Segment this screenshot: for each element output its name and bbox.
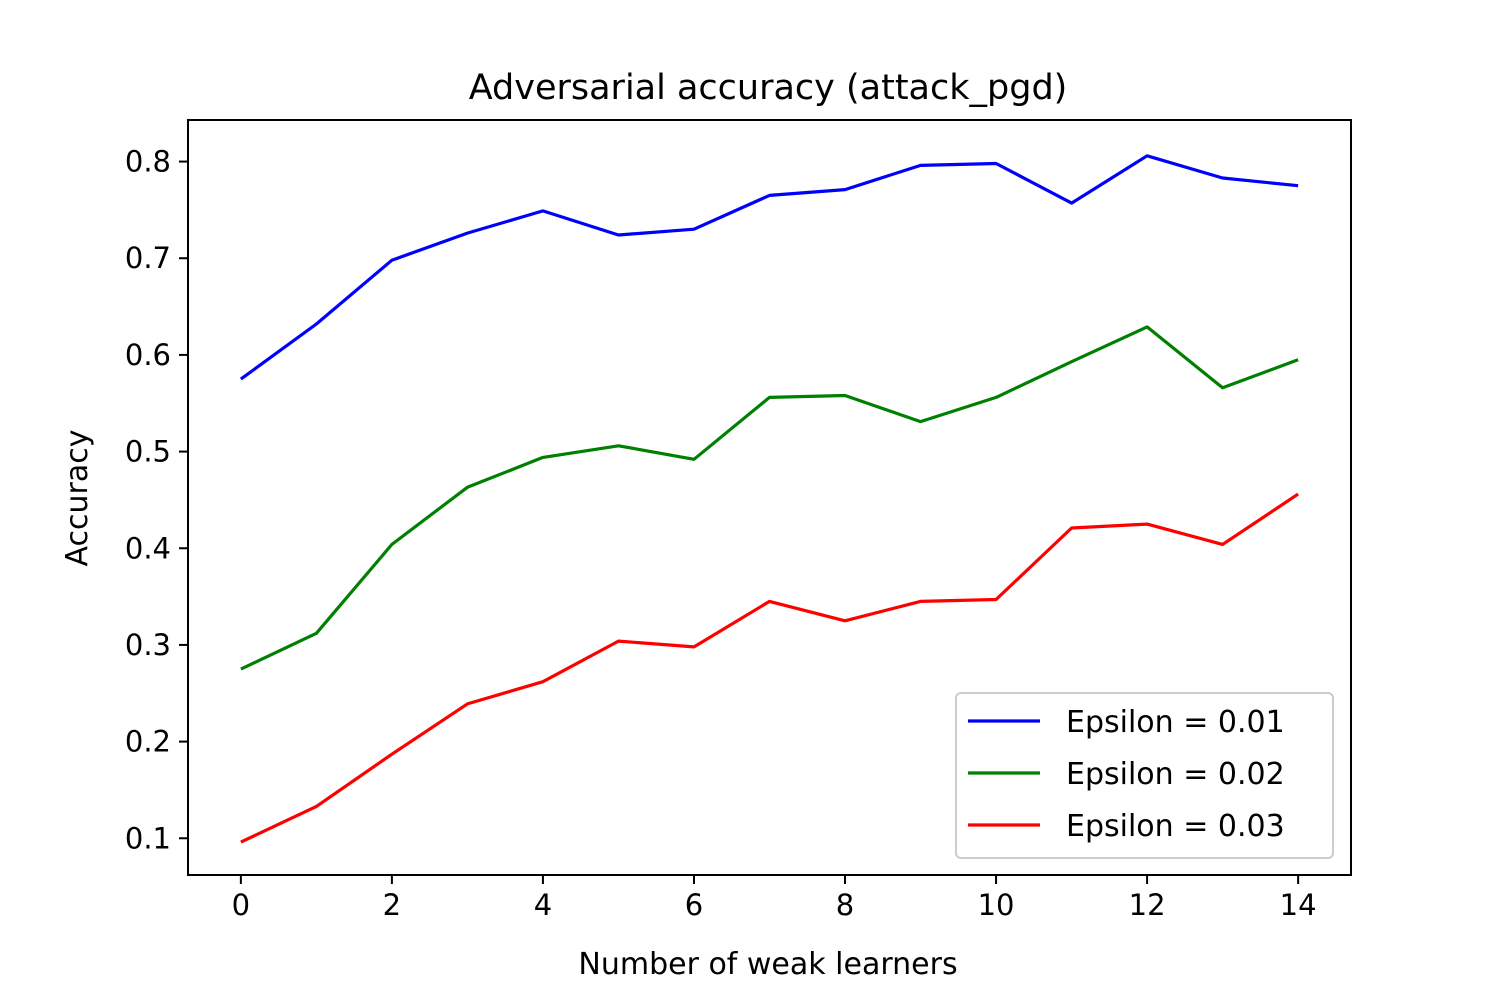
legend: Epsilon = 0.01 Epsilon = 0.02 Epsilon = 0.… (955, 692, 1334, 859)
y-tick-label: 0.7 (125, 241, 171, 275)
x-tick-label: 4 (534, 888, 552, 922)
legend-label: Epsilon = 0.02 (1066, 757, 1285, 792)
legend-label: Epsilon = 0.03 (1066, 809, 1285, 844)
plot-area (239, 154, 1299, 844)
y-tick-label: 0.6 (125, 338, 171, 372)
x-tick-label: 8 (836, 888, 854, 922)
y-tick-label: 0.3 (125, 628, 171, 662)
legend-box (955, 692, 1334, 859)
y-axis: 0.1 0.2 0.3 0.4 0.5 0.6 0.7 0.8 (125, 145, 188, 855)
y-tick-label: 0.8 (125, 145, 171, 179)
x-axis: 0 2 4 6 8 10 12 14 (232, 875, 1317, 922)
x-axis-label: Number of weak learners (578, 947, 957, 982)
series-line-1 (239, 154, 1299, 381)
x-tick-label: 14 (1280, 888, 1317, 922)
plot-frame (187, 119, 1352, 876)
series-line-2 (240, 325, 1299, 671)
y-tick-label: 0.5 (125, 435, 171, 469)
x-tick-label: 0 (232, 888, 250, 922)
legend-label: Epsilon = 0.01 (1066, 705, 1285, 740)
y-axis-label: Accuracy (60, 430, 95, 567)
y-tick-label: 0.2 (125, 725, 171, 759)
x-tick-label: 12 (1129, 888, 1166, 922)
x-tick-label: 10 (978, 888, 1015, 922)
y-tick-label: 0.4 (125, 531, 171, 565)
x-tick-label: 6 (685, 888, 703, 922)
series-line-3 (240, 492, 1299, 844)
chart-title: Adversarial accuracy (attack_pgd) (469, 68, 1068, 108)
x-tick-label: 2 (383, 888, 401, 922)
y-tick-label: 0.1 (125, 821, 171, 855)
